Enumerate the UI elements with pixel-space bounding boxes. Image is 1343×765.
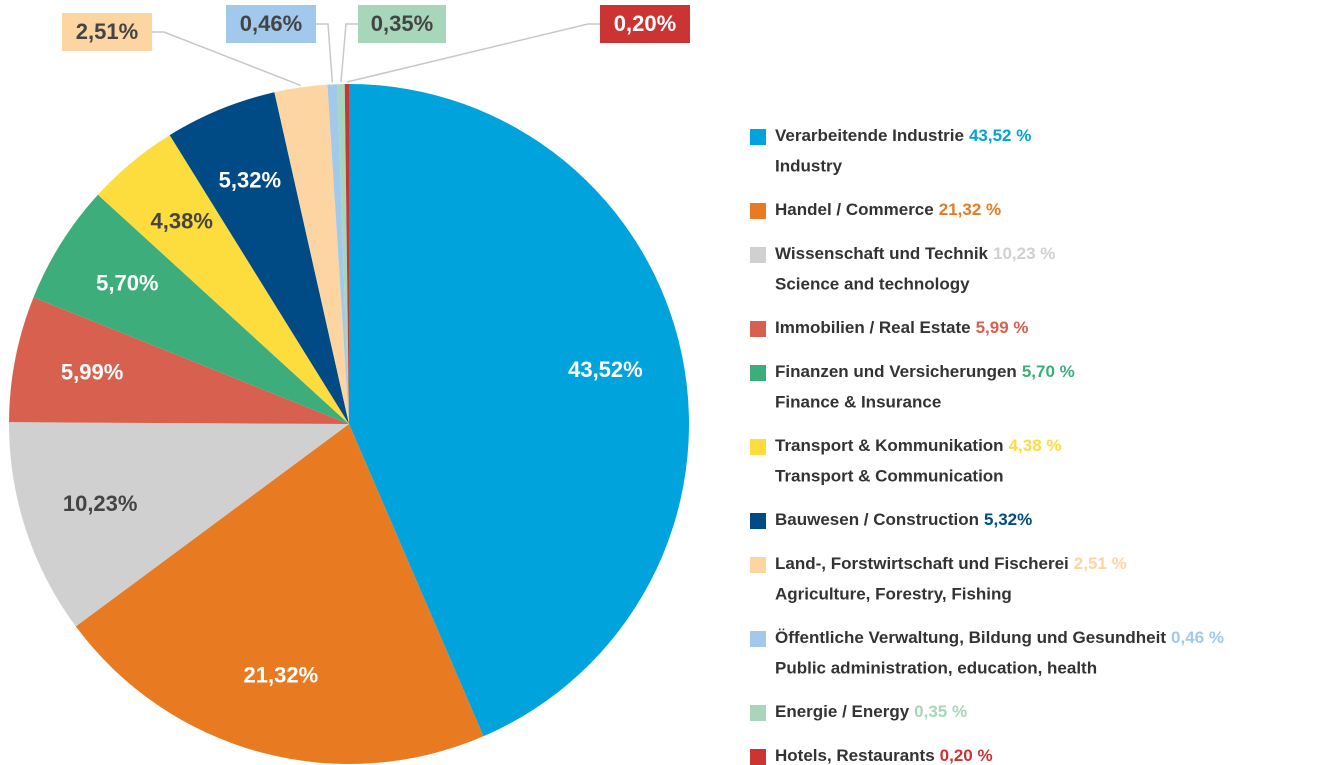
legend-name: Transport & Kommunikation [775,436,1004,455]
legend-name: Wissenschaft und Technik [775,244,989,263]
legend-sublabel: Transport & Communication [775,466,1004,485]
legend-swatch [750,321,766,337]
legend-value: 0,35 % [914,702,967,721]
legend-sublabel: Industry [775,156,843,175]
legend-value: 5,32% [984,510,1032,529]
legend-name: Bauwesen / Construction [775,510,979,529]
legend-label: Handel / Commerce 21,32 % [775,200,1001,219]
leader-line [316,23,334,83]
legend-label: Land-, Forstwirtschaft und Fischerei 2,51… [775,554,1127,573]
label-box [226,5,316,43]
label-box [62,13,152,51]
legend-name: Handel / Commerce [775,200,934,219]
legend-name: Immobilien / Real Estate [775,318,971,337]
pie-slice [344,84,349,424]
legend-name: Verarbeitende Industrie [775,126,964,145]
slice-label: 5,32% [219,168,281,193]
slice-label: 4,38% [151,208,213,233]
legend-value: 0,20 % [940,746,993,765]
legend-sublabel: Agriculture, Forestry, Fishing [775,584,1012,603]
slice-label: 21,32% [244,663,319,688]
slice-label: 0,35% [371,11,433,36]
pie-slice [337,84,349,424]
legend-label: Energie / Energy 0,35 % [775,702,967,721]
slice-label: 5,99% [61,359,123,384]
legend-swatch [750,129,766,145]
legend-swatch [750,365,766,381]
legend-label: Verarbeitende Industrie 43,52 % [775,126,1031,145]
legend-value: 43,52 % [969,126,1031,145]
legend-label: Transport & Kommunikation 4,38 % [775,436,1062,455]
legend-value: 21,32 % [939,200,1001,219]
legend-value: 0,46 % [1171,628,1224,647]
legend-value: 5,70 % [1022,362,1075,381]
pie-slice [75,424,484,764]
legend-sublabel: Science and technology [775,274,970,293]
pie-slice [33,194,349,424]
label-box [600,5,690,43]
legend-name: Finanzen und Versicherungen [775,362,1017,381]
legend-label: Bauwesen / Construction 5,32% [775,510,1032,529]
legend-name: Land-, Forstwirtschaft und Fischerei [775,554,1069,573]
legend-swatch [750,513,766,529]
legend-label: Hotels, Restaurants 0,20 % [775,746,993,765]
slice-label: 0,46% [240,11,302,36]
legend-value: 2,51 % [1074,554,1127,573]
legend-swatch [750,203,766,219]
legend-label: Öffentliche Verwaltung, Bildung und Gesu… [775,628,1224,647]
pie-slice [9,422,350,627]
legend-label: Immobilien / Real Estate 5,99 % [775,318,1029,337]
legend-swatch [750,631,766,647]
legend-name: Energie / Energy [775,702,910,721]
pie-slice [274,84,349,425]
legend-name: Öffentliche Verwaltung, Bildung und Gesu… [775,628,1166,647]
legend-swatch [750,749,766,765]
legend-sublabel: Finance & Insurance [775,392,941,411]
slice-label: 10,23% [63,491,138,516]
legend-label: Finanzen und Versicherungen 5,70 % [775,362,1075,381]
slice-label: 2,51% [76,19,138,44]
pie-slice [349,84,689,737]
legend-value: 5,99 % [976,318,1029,337]
legend-value: 4,38 % [1009,436,1062,455]
legend-name: Hotels, Restaurants [775,746,935,765]
leader-line [346,23,600,83]
legend-swatch [750,247,766,263]
legend-label: Wissenschaft und Technik 10,23 % [775,244,1055,263]
legend-swatch [750,439,766,455]
legend-swatch [750,705,766,721]
pie-slice [9,297,349,424]
label-box [358,5,446,43]
legend-value: 10,23 % [993,244,1055,263]
pie-slice [169,92,349,424]
slice-label: 43,52% [568,357,643,382]
pie-slice [97,135,349,425]
legend-swatch [750,557,766,573]
leader-line [340,23,358,83]
legend-sublabel: Public administration, education, health [775,658,1097,677]
pie-slice [327,84,349,425]
slice-label: 5,70% [96,271,158,296]
leader-line [152,31,302,87]
slice-label: 0,20% [614,11,676,36]
